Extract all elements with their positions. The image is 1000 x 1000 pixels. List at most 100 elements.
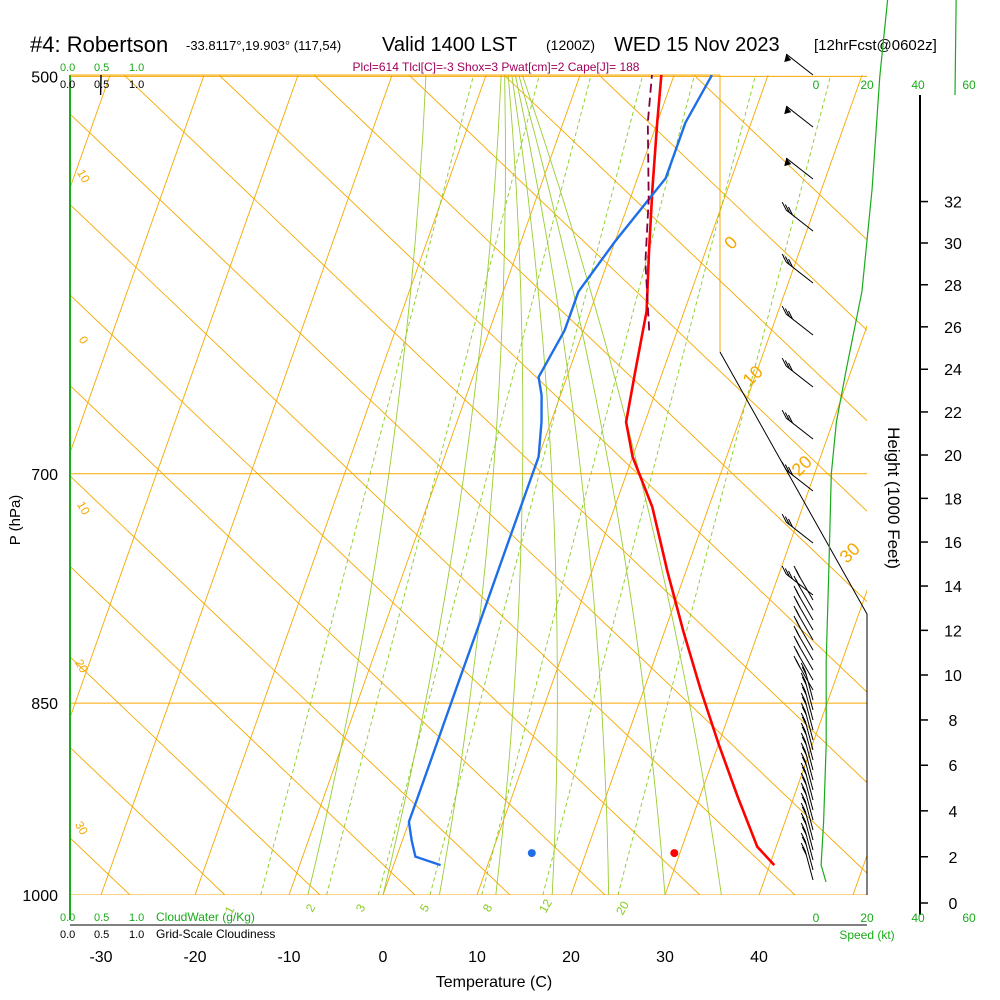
- wind-barb-feather: [800, 712, 806, 722]
- wind-barb-feather: [800, 722, 806, 732]
- wind-barb-staff: [804, 840, 814, 871]
- wind-barb-flag: [784, 106, 792, 115]
- pressure-tick-label: 1000: [22, 888, 58, 905]
- dry-adiabat-line: [598, 75, 867, 331]
- wind-bottom-0: 0: [813, 911, 820, 925]
- moist-adiabat-line: [307, 75, 427, 895]
- wind-barb-staff: [797, 613, 814, 641]
- wind-top-60: 60: [962, 78, 976, 92]
- mixing-ratio-label: 8: [480, 901, 496, 914]
- wind-barb-feather: [788, 570, 793, 580]
- height-tick-label: 2: [949, 850, 958, 867]
- wind-barb-feather: [801, 706, 807, 716]
- height-tick-label: 26: [944, 320, 962, 337]
- wind-barb-staff: [797, 603, 814, 631]
- dry-adiabat-line: [70, 565, 416, 895]
- sounding-series: [407, 75, 776, 867]
- surface-temperature-point: [670, 849, 679, 858]
- dry-adiabat-line: [70, 203, 796, 895]
- wind-barb-feather: [800, 752, 806, 762]
- valid-time: Valid 1400 LST: [382, 34, 517, 56]
- wind-barb-feather: [801, 806, 807, 816]
- wind-barb-staff: [797, 643, 814, 671]
- wind-barb-staff: [797, 593, 814, 621]
- wind-barb-feather: [781, 201, 787, 211]
- cloudwater-top-scale: 0.0 0.5 1.0 0.0 0.5 1.0: [60, 62, 144, 91]
- wind-barb-staff: [804, 800, 814, 831]
- wind-barb-flag: [784, 158, 792, 167]
- height-tick-label: 14: [944, 579, 962, 596]
- wind-barb-feather: [800, 672, 806, 682]
- mixing-ratio-line: [260, 75, 475, 895]
- cloudwater-bottom-1: 1.0: [129, 912, 144, 924]
- moist-adiabat-line: [518, 75, 666, 895]
- wind-speed-bottom-scale: 0 20 40 60 Speed (kt): [813, 911, 976, 942]
- wind-barb-staff: [797, 663, 814, 691]
- wind-barb-feather: [795, 649, 801, 658]
- cloudwater-label: CloudWater (g/Kg): [156, 910, 255, 924]
- height-tick-label: 6: [949, 758, 958, 775]
- moist-adiabat-line: [382, 75, 502, 895]
- pressure-tick-label: 500: [31, 69, 58, 86]
- left-isotherm-label: 30: [72, 819, 91, 838]
- wind-barb-feather: [788, 466, 793, 476]
- wind-barb-staff: [804, 770, 814, 801]
- mixing-ratio-label: 20: [613, 898, 632, 917]
- wind-barb-feather: [801, 746, 807, 756]
- isotherm-line: [0, 0, 118, 895]
- wind-barb-staff: [804, 700, 814, 731]
- cloudiness-top-0: 0.0: [60, 79, 75, 91]
- wind-barb-feather: [800, 842, 806, 852]
- wind-barb-feather: [801, 796, 807, 806]
- wind-barb-feather: [801, 676, 807, 686]
- dry-adiabat-line: [70, 113, 867, 874]
- left-isotherm-label: 10: [74, 167, 93, 186]
- wind-barb-staff: [797, 623, 814, 651]
- wind-barb-feather: [801, 726, 807, 736]
- wind-barb-feather: [788, 206, 793, 216]
- wind-barb-feather: [781, 305, 787, 315]
- height-tick-label: 28: [944, 278, 962, 295]
- pressure-tick-label: 850: [31, 696, 58, 713]
- wind-barb-feather: [801, 786, 807, 796]
- wind-barb-feather: [800, 732, 806, 742]
- wind-barb-feather: [781, 253, 787, 263]
- dry-adiabat-line: [408, 75, 867, 512]
- wind-barb-staff: [804, 680, 814, 711]
- wind-barb-feather: [784, 256, 790, 265]
- wind-barb-staff: [785, 105, 814, 128]
- wind-barb-feather: [801, 686, 807, 696]
- wind-barb-staff: [804, 810, 814, 841]
- wind-barb-feather: [801, 736, 807, 746]
- isotherm-line: [664, 324, 867, 895]
- dry-adiabat-line: [70, 656, 321, 895]
- wind-barb-feather: [801, 776, 807, 786]
- cloudwater-top-05: 0.5: [94, 62, 109, 74]
- wind-barb-staff: [797, 633, 814, 661]
- temperature-tick-label: -30: [89, 949, 112, 966]
- temperature-tick-label: 0: [379, 949, 388, 966]
- wind-barb-feather: [784, 308, 790, 317]
- wind-top-0: 0: [813, 78, 820, 92]
- moist-adiabat-line: [438, 75, 506, 895]
- wind-barb-staff: [785, 261, 814, 284]
- height-tick-label: 10: [944, 668, 962, 685]
- isotherm-line: [570, 75, 863, 895]
- dry-adiabat-line: [70, 294, 701, 895]
- isotherm-label: 20: [788, 452, 816, 480]
- wind-barb-feather: [781, 357, 787, 367]
- wind-barb-feather: [795, 589, 801, 598]
- wind-bottom-60: 60: [962, 911, 976, 925]
- wind-barb-feather: [784, 568, 790, 577]
- height-tick-label: 16: [944, 535, 962, 552]
- wind-barb-feather: [801, 826, 807, 836]
- dry-adiabat-line: [70, 746, 226, 895]
- wind-barb-feather: [788, 258, 793, 268]
- wind-top-40: 40: [911, 78, 925, 92]
- wind-barb-feather: [801, 766, 807, 776]
- cloudiness-bottom-1: 1.0: [129, 929, 144, 941]
- temperature-tick-label: 20: [562, 949, 580, 966]
- isotherm-label: 10: [739, 362, 767, 390]
- plot-frame: [69, 74, 921, 926]
